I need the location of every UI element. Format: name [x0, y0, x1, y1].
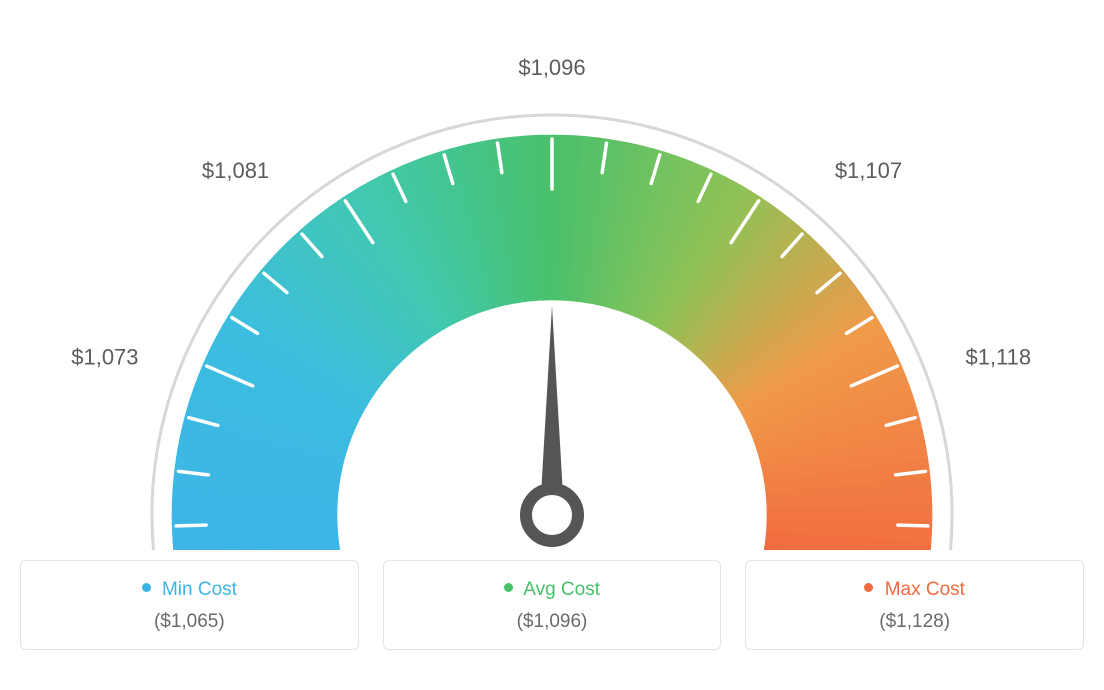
legend-value: ($1,128): [756, 611, 1073, 633]
legend-label: Avg Cost: [523, 579, 600, 600]
legend-label: Min Cost: [162, 579, 237, 600]
gauge-tick-label: $1,118: [965, 345, 1031, 370]
legend-card-max: Max Cost ($1,128): [745, 560, 1084, 650]
legend-value: ($1,065): [31, 611, 348, 633]
legend-card-min: Min Cost ($1,065): [20, 560, 359, 650]
dot-icon: [142, 583, 151, 592]
gauge-hub: [526, 489, 578, 541]
gauge-tick-label: $1,107: [835, 158, 902, 183]
gauge-chart: $1,065$1,073$1,081$1,096$1,107$1,118$1,1…: [20, 20, 1084, 550]
legend-card-avg: Avg Cost ($1,096): [383, 560, 722, 650]
gauge-tick-label: $1,096: [518, 55, 585, 80]
dot-icon: [504, 583, 513, 592]
legend-row: Min Cost ($1,065) Avg Cost ($1,096) Max …: [20, 560, 1084, 650]
legend-title-max: Max Cost: [756, 579, 1073, 601]
gauge-needle: [541, 306, 563, 495]
legend-title-min: Min Cost: [31, 579, 348, 601]
legend-value: ($1,096): [394, 611, 711, 633]
legend-label: Max Cost: [885, 579, 965, 600]
gauge-tick-label: $1,073: [71, 345, 138, 370]
legend-title-avg: Avg Cost: [394, 579, 711, 601]
dot-icon: [864, 583, 873, 592]
gauge-tick-label: $1,081: [202, 158, 269, 183]
